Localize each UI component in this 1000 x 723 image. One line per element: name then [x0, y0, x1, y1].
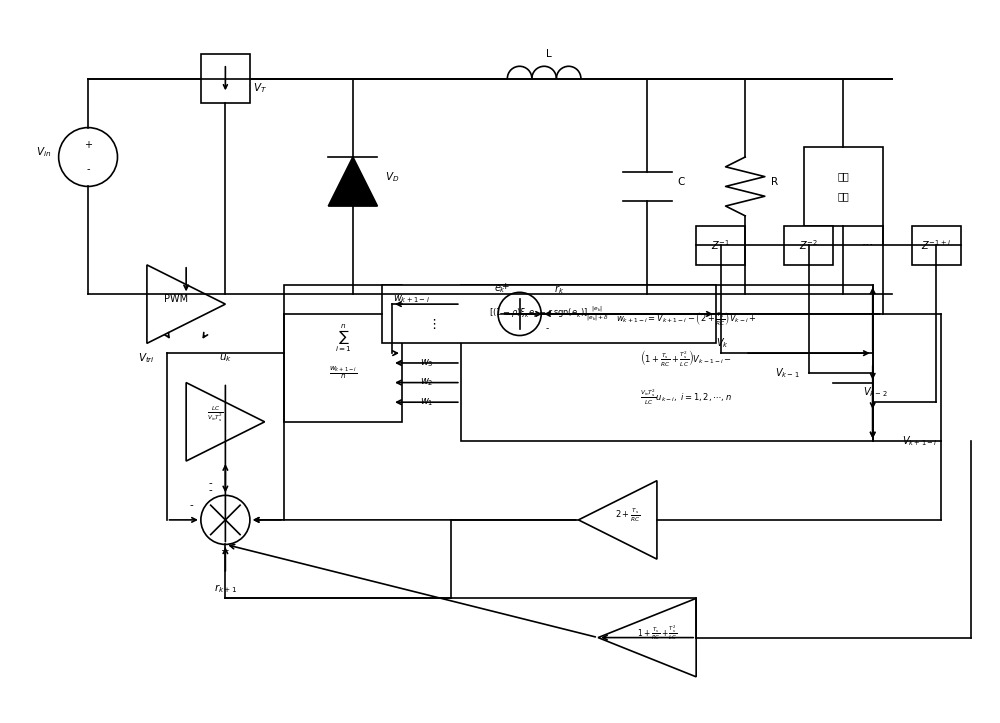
- Text: $w_3$: $w_3$: [420, 357, 433, 369]
- Text: $\frac{V_{in}T_s^2}{LC}u_{k-i},\ i=1,2,\cdots,n$: $\frac{V_{in}T_s^2}{LC}u_{k-i},\ i=1,2,\…: [640, 388, 732, 407]
- Text: -: -: [189, 500, 193, 510]
- Bar: [804, 147, 883, 226]
- Text: 采样: 采样: [837, 192, 849, 201]
- Text: C: C: [678, 176, 685, 187]
- Text: $V_k$: $V_k$: [716, 336, 729, 350]
- Text: $r_k$: $r_k$: [554, 283, 564, 296]
- Text: $\frac{w_{k+1-i}}{n}$: $\frac{w_{k+1-i}}{n}$: [329, 364, 357, 381]
- Text: -: -: [86, 164, 90, 174]
- Text: $V_T$: $V_T$: [253, 82, 267, 95]
- Bar: [201, 54, 250, 103]
- Text: $Z^{-2}$: $Z^{-2}$: [799, 239, 818, 252]
- Bar: [382, 285, 716, 343]
- Text: $\left[(1-\rho)\xi_k e_k - \varepsilon\,\mathrm{sgn}(e_k)\right]\frac{|e_k|}{|e_: $\left[(1-\rho)\xi_k e_k - \varepsilon\,…: [489, 304, 609, 324]
- Text: L: L: [546, 49, 552, 59]
- Text: $\vdots$: $\vdots$: [427, 317, 436, 330]
- Bar: [912, 226, 961, 265]
- Bar: [284, 285, 402, 422]
- Text: 电压: 电压: [837, 171, 849, 181]
- Text: $V_{k-2}$: $V_{k-2}$: [863, 385, 887, 399]
- Text: $Z^{-1+i}$: $Z^{-1+i}$: [921, 239, 951, 252]
- Text: $w_2$: $w_2$: [420, 377, 433, 388]
- Bar: [461, 285, 873, 442]
- Text: $w_{k+1-i}=V_{k+1-i}-\left(2+\frac{T_s}{RC}\right)V_{k-i}+$: $w_{k+1-i}=V_{k+1-i}-\left(2+\frac{T_s}{…: [616, 310, 757, 328]
- Text: $r_{k+1}$: $r_{k+1}$: [214, 582, 237, 595]
- Text: $2+\frac{T_s}{RC}$: $2+\frac{T_s}{RC}$: [615, 506, 640, 523]
- Polygon shape: [328, 157, 377, 206]
- Text: -: -: [258, 515, 262, 525]
- Text: -: -: [545, 324, 549, 333]
- Text: +: +: [221, 547, 230, 556]
- Text: $u_k$: $u_k$: [219, 352, 232, 364]
- Text: -: -: [209, 478, 213, 487]
- Text: R: R: [771, 176, 778, 187]
- Bar: [784, 226, 833, 265]
- Text: $1+\frac{T_s}{RC}+\frac{T_s^2}{LC}$: $1+\frac{T_s}{RC}+\frac{T_s^2}{LC}$: [637, 623, 677, 642]
- Text: $Z^{-1}$: $Z^{-1}$: [711, 239, 730, 252]
- Text: ···: ···: [862, 239, 874, 252]
- Text: $V_D$: $V_D$: [385, 170, 399, 184]
- Bar: [696, 226, 745, 265]
- Text: $V_{k-1}$: $V_{k-1}$: [775, 366, 799, 380]
- Text: +: +: [84, 140, 92, 150]
- Text: $V_{tri}$: $V_{tri}$: [138, 351, 155, 365]
- Text: +: +: [501, 282, 509, 291]
- Text: -: -: [209, 485, 213, 495]
- Text: $V_{in}$: $V_{in}$: [36, 145, 52, 159]
- Text: PWM: PWM: [164, 294, 188, 304]
- Text: $\left(1+\frac{T_s}{RC}+\frac{T_s^2}{LC}\right)V_{k-1-i}-$: $\left(1+\frac{T_s}{RC}+\frac{T_s^2}{LC}…: [640, 348, 732, 368]
- Text: $w_1$: $w_1$: [420, 396, 433, 408]
- Text: $\sum_{i=1}^{n}$: $\sum_{i=1}^{n}$: [335, 322, 352, 354]
- Text: $e_k$: $e_k$: [494, 283, 506, 295]
- Text: $V_{k+1-i}$: $V_{k+1-i}$: [902, 435, 938, 448]
- Text: $w_{k+1-i}$: $w_{k+1-i}$: [393, 294, 430, 305]
- Text: $\frac{LC}{V_{in}T_s^2}$: $\frac{LC}{V_{in}T_s^2}$: [207, 404, 224, 424]
